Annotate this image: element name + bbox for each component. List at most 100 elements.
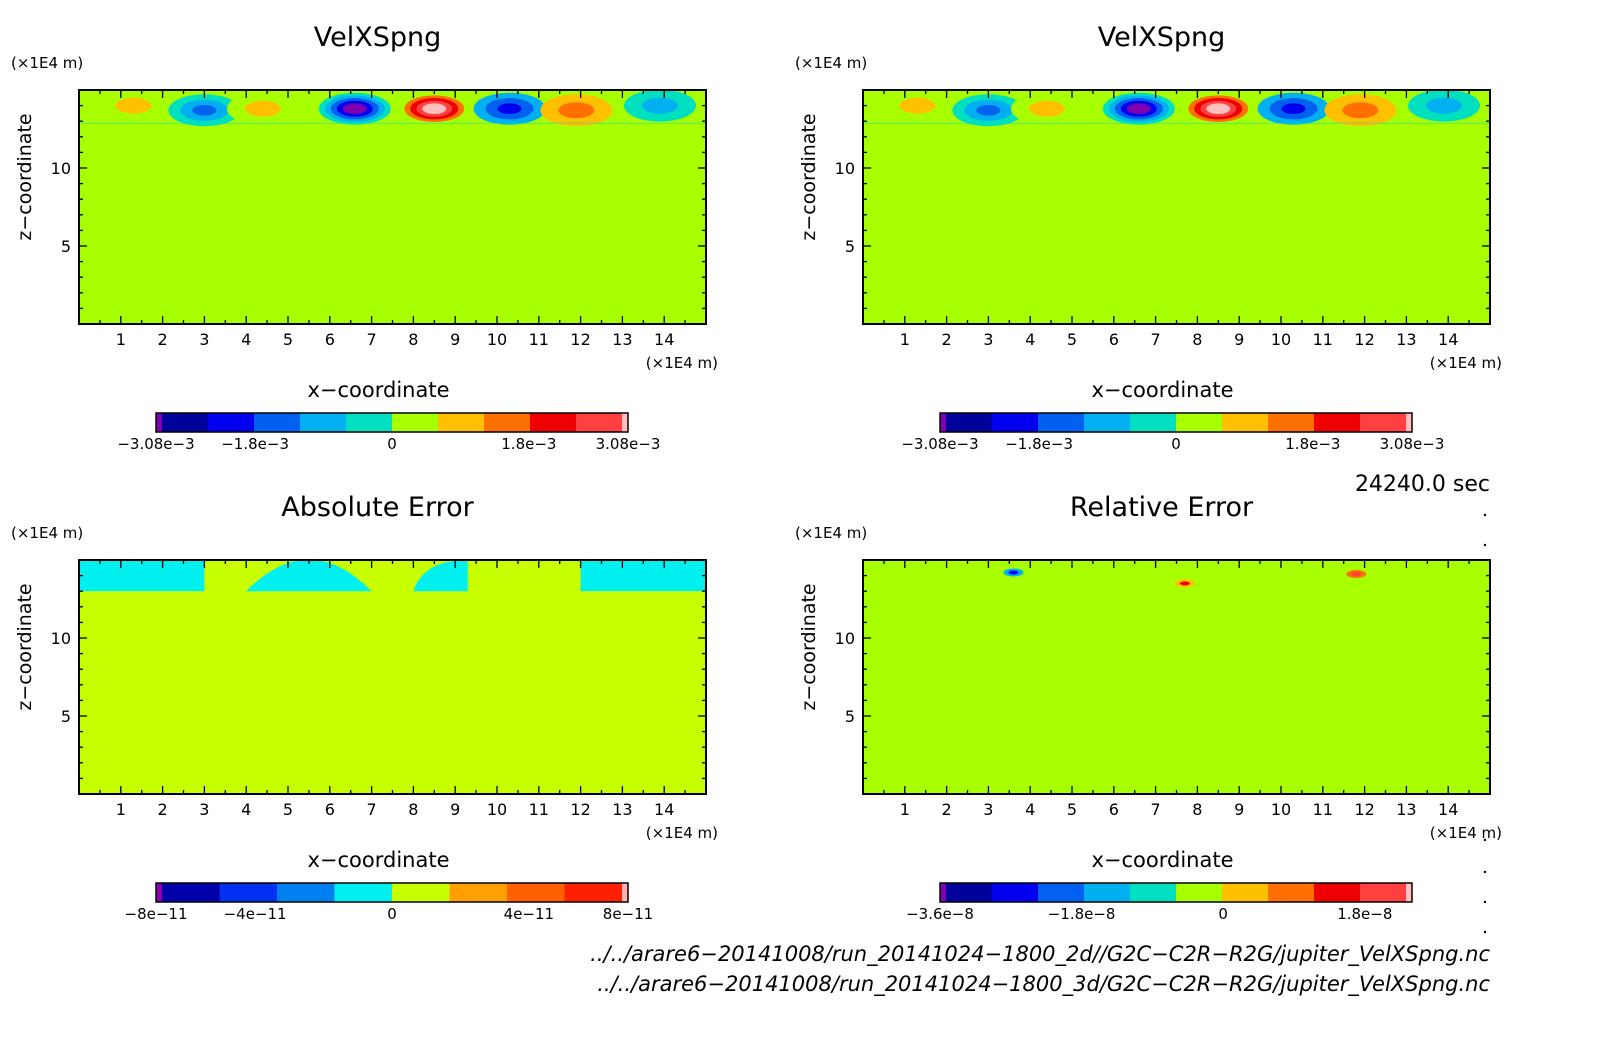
x-tick-label: 14 — [1438, 800, 1458, 819]
x-tick-label: 11 — [1313, 330, 1333, 349]
field-background — [863, 90, 1490, 324]
colorbar-label: 0 — [1218, 905, 1228, 923]
colorbar-label: −3.08e−3 — [117, 435, 194, 453]
field-patch — [863, 560, 1490, 592]
colorbar-swatch — [1130, 413, 1177, 432]
colorbar-swatch — [334, 883, 393, 902]
y-tick-label: 5 — [845, 707, 855, 726]
x-tick-label: 6 — [325, 330, 335, 349]
x-tick-label: 5 — [283, 330, 293, 349]
contour-lobe — [1212, 106, 1225, 112]
colorbar-swatch — [622, 883, 629, 902]
contour-lobe — [1028, 100, 1065, 117]
colorbar-swatch — [1130, 883, 1177, 902]
field-patch — [580, 560, 706, 592]
colorbar-label: 0 — [1171, 435, 1181, 453]
colorbar-label: −1.8e−8 — [1048, 905, 1116, 923]
contour-lobe — [976, 104, 1001, 116]
colorbar-swatch — [156, 883, 163, 902]
colorbar-swatch — [946, 413, 993, 432]
colorbar-label: 3.08e−3 — [596, 435, 661, 453]
colorbar-swatch — [208, 413, 255, 432]
field-patch — [79, 560, 205, 592]
contour-lobe — [192, 104, 217, 116]
colorbar-swatch — [392, 413, 439, 432]
x-tick-label: 3 — [199, 330, 209, 349]
plot-area-1 — [79, 90, 706, 324]
x-tick-label: 8 — [408, 800, 418, 819]
panel-title: Absolute Error — [281, 492, 474, 523]
contour-lobe — [899, 97, 936, 114]
colorbar-label: 1.8e−3 — [501, 435, 556, 453]
colorbar-swatch — [300, 413, 347, 432]
x-tick-label: 8 — [408, 330, 418, 349]
panel-title: VelXSpng — [1098, 22, 1226, 53]
colorbar-swatch — [438, 413, 485, 432]
x-tick-label: 8 — [1192, 330, 1202, 349]
x-tick-label: 4 — [1025, 800, 1035, 819]
file-path-2d: ../../arare6−20141008/run_20141024−1800_… — [590, 942, 1490, 966]
y-unit-label: (×1E4 m) — [11, 524, 83, 542]
colorbar-swatch — [162, 413, 209, 432]
plot-area-4 — [863, 560, 1490, 794]
file-path-3d: ../../arare6−20141008/run_20141024−1800_… — [597, 972, 1490, 996]
colorbar-swatch — [992, 883, 1039, 902]
colorbar-frame — [939, 412, 1413, 433]
field-patch — [246, 560, 372, 592]
x-tick-label: 5 — [1067, 800, 1077, 819]
panel-title: Relative Error — [1070, 492, 1254, 523]
colorbar-swatch — [1314, 413, 1361, 432]
colorbar-swatch — [576, 413, 623, 432]
x-unit-label: (×1E4 m) — [1430, 824, 1502, 842]
colorbar-swatch — [1406, 413, 1413, 432]
colorbar-swatch — [156, 413, 163, 432]
y-unit-label: (×1E4 m) — [795, 54, 867, 72]
colorbar-swatch — [1406, 883, 1413, 902]
panel-2 — [862, 89, 1491, 433]
x-tick-label: 11 — [529, 800, 549, 819]
dot-mark — [1483, 513, 1487, 517]
x-tick-label: 2 — [158, 330, 168, 349]
x-axis-label: x−coordinate — [307, 848, 449, 872]
colorbar-frame — [155, 882, 629, 903]
colorbar-swatch — [940, 413, 947, 432]
colorbar — [939, 882, 1413, 903]
colorbar-swatch — [1268, 413, 1315, 432]
y-unit-label: (×1E4 m) — [11, 54, 83, 72]
x-tick-label: 5 — [1067, 330, 1077, 349]
contour-lobe — [1008, 570, 1019, 575]
x-tick-label: 13 — [612, 800, 632, 819]
x-unit-label: (×1E4 m) — [646, 354, 718, 372]
band-edge — [863, 122, 1490, 124]
field-background — [79, 90, 706, 324]
x-unit-label: (×1E4 m) — [646, 824, 718, 842]
x-tick-label: 8 — [1192, 800, 1202, 819]
colorbar-swatch — [277, 883, 335, 902]
colorbar-swatch — [1038, 413, 1085, 432]
x-tick-label: 13 — [1396, 330, 1416, 349]
x-tick-label: 2 — [158, 800, 168, 819]
x-tick-label: 10 — [487, 800, 507, 819]
colorbar-label: 0 — [387, 905, 397, 923]
x-tick-label: 1 — [116, 800, 126, 819]
colorbar-label: −3.6e−8 — [906, 905, 974, 923]
dot-mark — [1483, 838, 1487, 842]
contour-lobe — [1132, 106, 1145, 112]
x-tick-label: 3 — [983, 800, 993, 819]
field-patch — [413, 560, 468, 592]
dot-mark — [1483, 900, 1487, 904]
y-axis-label: z−coordinate — [14, 113, 36, 240]
x-tick-label: 9 — [450, 800, 460, 819]
colorbar — [939, 412, 1413, 433]
colorbar-label: −1.8e−3 — [221, 435, 289, 453]
contour-lobe — [115, 97, 152, 114]
panel-3 — [78, 559, 707, 903]
contour-lobe — [1281, 103, 1306, 115]
x-axis-label: x−coordinate — [1091, 848, 1233, 872]
colorbar-swatch — [530, 413, 577, 432]
y-tick-label: 10 — [835, 629, 855, 648]
colorbar-swatch — [1176, 413, 1223, 432]
dot-mark — [1483, 930, 1487, 934]
x-tick-label: 3 — [199, 800, 209, 819]
x-tick-label: 13 — [612, 330, 632, 349]
